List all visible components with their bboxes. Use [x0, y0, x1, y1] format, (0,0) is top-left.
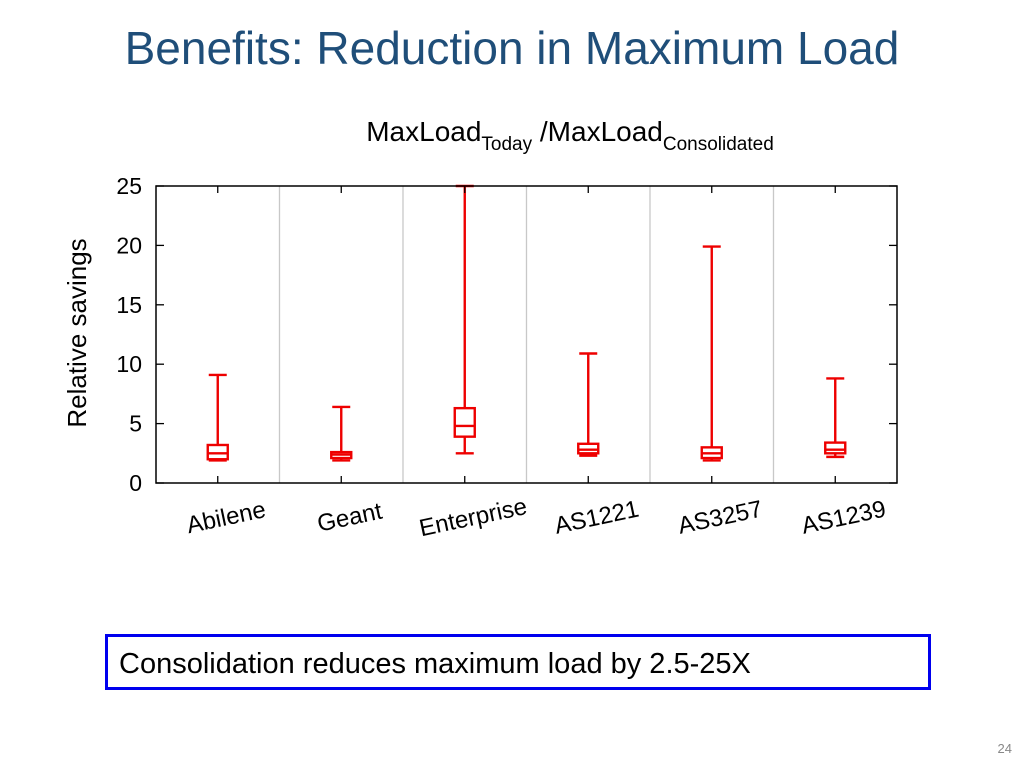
box-geant — [330, 405, 353, 462]
x-tick-label: Enterprise — [417, 493, 530, 542]
y-axis-label: Relative savings — [62, 238, 92, 427]
y-tick-label: 25 — [116, 173, 142, 199]
callout-box: Consolidation reduces maximum load by 2.… — [105, 634, 931, 690]
x-tick-label: AS3257 — [676, 496, 765, 540]
x-tick-label: Geant — [315, 498, 385, 538]
chart-title-sub-2: Consolidated — [663, 134, 774, 155]
y-tick-label: 15 — [116, 292, 142, 318]
box-plot-chart: MaxLoadToday /MaxLoadConsolidated Relati… — [62, 116, 898, 542]
box-series — [206, 184, 847, 462]
x-tick-label: AS1239 — [799, 496, 888, 540]
slide-number: 24 — [997, 741, 1012, 756]
y-axis: 0 5 10 15 20 25 — [116, 173, 897, 496]
slide-title: Benefits: Reduction in Maximum Load — [124, 22, 900, 74]
chart-title-part-2: /MaxLoad — [532, 116, 663, 147]
callout-text: Consolidation reduces maximum load by 2.… — [119, 648, 751, 680]
chart-title-part-1: MaxLoad — [366, 116, 481, 147]
box-as3257 — [700, 245, 723, 462]
y-tick-label: 0 — [129, 470, 142, 496]
iqr-box — [453, 406, 476, 438]
plot-frame — [155, 185, 898, 484]
y-tick-label: 20 — [116, 232, 142, 258]
chart-title-sub-1: Today — [481, 134, 532, 155]
category-separators — [278, 186, 775, 483]
iqr-box — [824, 441, 847, 455]
x-axis: Abilene Geant Enterprise AS1221 AS3257 AS1239 — [184, 186, 888, 542]
y-tick-label: 10 — [116, 351, 142, 377]
box-enterprise — [453, 184, 476, 455]
box-as1221 — [577, 352, 600, 457]
x-tick-label: Abilene — [184, 496, 268, 539]
chart-title: MaxLoadToday /MaxLoadConsolidated — [366, 116, 774, 155]
y-tick-label: 5 — [129, 411, 142, 437]
box-as1239 — [824, 377, 847, 459]
box-abilene — [206, 373, 229, 462]
x-tick-label: AS1221 — [552, 496, 641, 540]
